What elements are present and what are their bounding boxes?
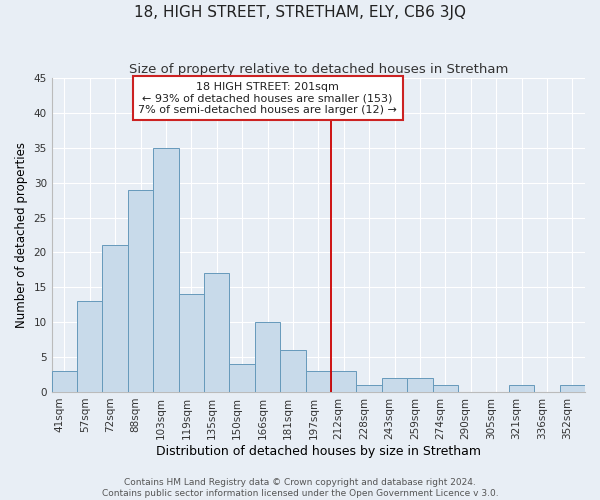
- Bar: [407, 378, 433, 392]
- Bar: [255, 322, 280, 392]
- Title: Size of property relative to detached houses in Stretham: Size of property relative to detached ho…: [128, 62, 508, 76]
- Bar: [331, 371, 356, 392]
- Bar: [153, 148, 179, 392]
- Bar: [433, 385, 458, 392]
- Bar: [382, 378, 407, 392]
- Bar: [356, 385, 382, 392]
- Bar: [103, 246, 128, 392]
- X-axis label: Distribution of detached houses by size in Stretham: Distribution of detached houses by size …: [156, 444, 481, 458]
- Bar: [280, 350, 305, 392]
- Bar: [77, 302, 103, 392]
- Bar: [52, 371, 77, 392]
- Bar: [128, 190, 153, 392]
- Text: Contains HM Land Registry data © Crown copyright and database right 2024.
Contai: Contains HM Land Registry data © Crown c…: [101, 478, 499, 498]
- Bar: [305, 371, 331, 392]
- Bar: [179, 294, 204, 392]
- Bar: [509, 385, 534, 392]
- Text: 18, HIGH STREET, STRETHAM, ELY, CB6 3JQ: 18, HIGH STREET, STRETHAM, ELY, CB6 3JQ: [134, 5, 466, 20]
- Bar: [204, 274, 229, 392]
- Y-axis label: Number of detached properties: Number of detached properties: [15, 142, 28, 328]
- Bar: [229, 364, 255, 392]
- Text: 18 HIGH STREET: 201sqm
← 93% of detached houses are smaller (153)
7% of semi-det: 18 HIGH STREET: 201sqm ← 93% of detached…: [138, 82, 397, 114]
- Bar: [560, 385, 585, 392]
